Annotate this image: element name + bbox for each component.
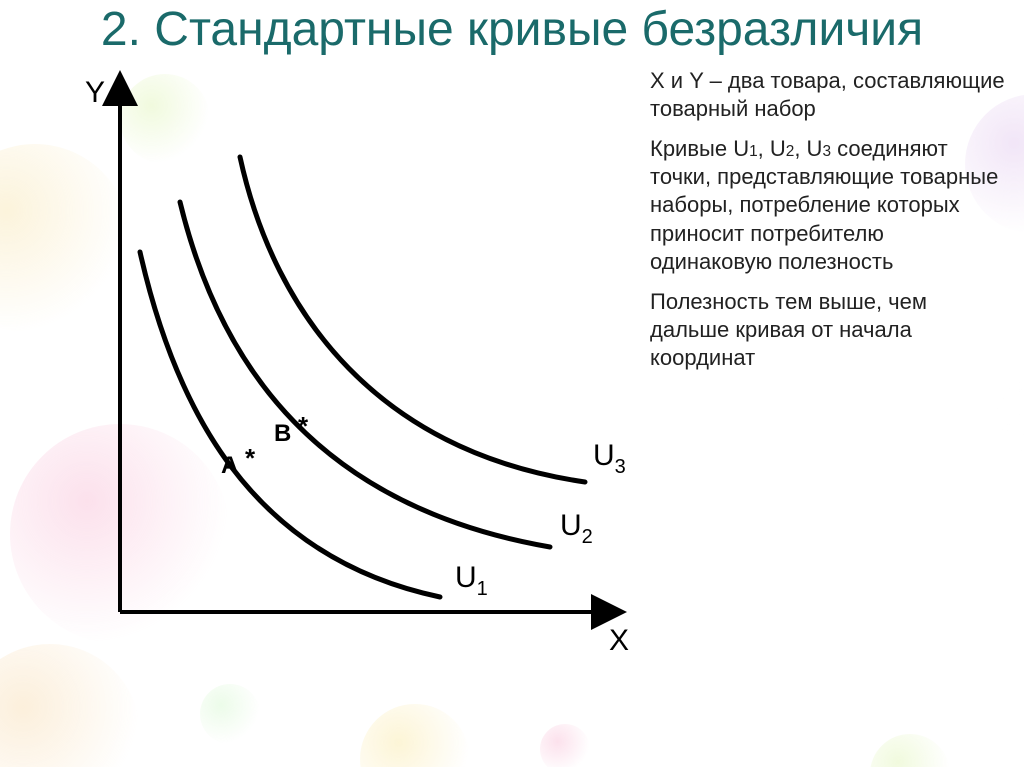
bubble — [360, 704, 470, 767]
curve-label-U3: U3 — [593, 439, 626, 478]
point-mark-B: * — [298, 411, 309, 441]
bubble — [540, 724, 590, 767]
x-axis-label: X — [609, 624, 629, 657]
content-row: Y X U1 U2U3 * A * B X и Y – два товара, составл… — [0, 57, 1024, 677]
point-label-B: B — [274, 420, 291, 447]
bubble — [200, 684, 260, 744]
curve-U2 — [180, 202, 550, 547]
curve-label-U2: U2 — [560, 509, 593, 548]
paragraph-3: Полезность тем выше, чем дальше кривая о… — [650, 288, 1006, 372]
indifference-chart: Y X U1 U2U3 * A * B — [40, 57, 640, 657]
p2-pre: Кривые U — [650, 136, 749, 161]
y-axis-label: Y — [85, 76, 105, 109]
page-title: 2. Стандартные кривые безразличия — [0, 4, 1024, 57]
bubble — [870, 734, 950, 767]
p2-mid2: , U — [794, 136, 822, 161]
p2-mid1: , U — [758, 136, 786, 161]
paragraph-1: X и Y – два товара, составляющие товарны… — [650, 67, 1006, 123]
paragraph-2: Кривые U1, U2, U3 соединяют точки, предс… — [650, 135, 1006, 276]
explanation-column: X и Y – два товара, составляющие товарны… — [640, 57, 1006, 677]
point-mark-A: * — [245, 443, 256, 473]
point-label-A: A — [221, 452, 238, 479]
curve-label-U1: U1 — [455, 561, 488, 600]
chart-container: Y X U1 U2U3 * A * B — [40, 57, 640, 677]
curve-U3 — [240, 157, 585, 482]
